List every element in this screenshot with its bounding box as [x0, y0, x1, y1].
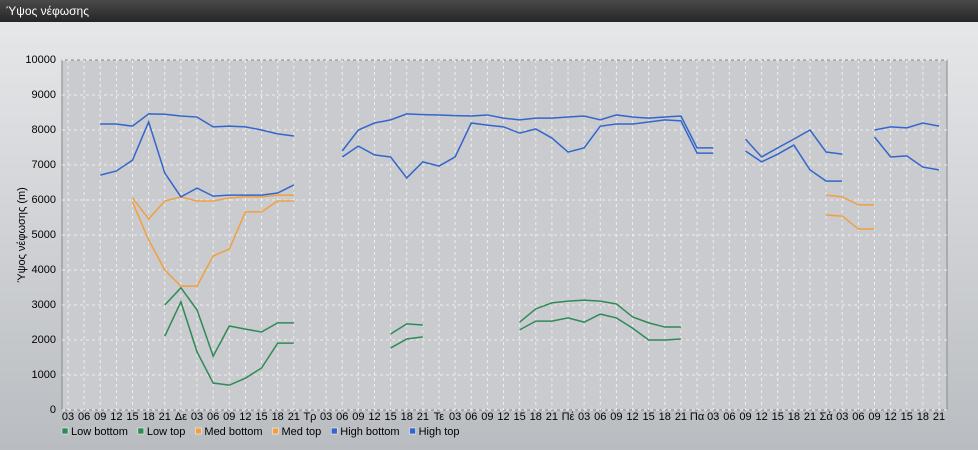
legend-label: Low top: [147, 426, 186, 438]
x-tick-label: 18: [143, 411, 155, 423]
y-tick-label: 7000: [32, 159, 56, 171]
x-tick-label: 12: [626, 411, 638, 423]
x-tick-label: Πέ: [562, 411, 575, 423]
legend-label: Med top: [282, 426, 322, 438]
x-tick-label: 09: [352, 411, 364, 423]
x-tick-label: 15: [643, 411, 655, 423]
y-tick-label: 0: [50, 404, 56, 416]
x-tick-label: 21: [546, 411, 558, 423]
x-tick-label: 18: [659, 411, 671, 423]
legend-label: Med bottom: [204, 426, 262, 438]
x-tick-label: 18: [401, 411, 413, 423]
x-tick-label: 12: [497, 411, 509, 423]
x-tick-label: 06: [723, 411, 735, 423]
x-tick-label: 06: [78, 411, 90, 423]
x-tick-label: 09: [481, 411, 493, 423]
legend-label: High top: [419, 426, 460, 438]
x-tick-label: 03: [191, 411, 203, 423]
x-tick-label: 15: [901, 411, 913, 423]
x-tick-label: 09: [868, 411, 880, 423]
series-line: [100, 113, 940, 158]
x-tick-label: 03: [62, 411, 74, 423]
x-tick-label: 12: [368, 411, 380, 423]
x-tick-label: 12: [110, 411, 122, 423]
x-tick-label: 03: [578, 411, 590, 423]
y-tick-label: 4000: [32, 264, 56, 276]
y-tick-label: 1000: [32, 369, 56, 381]
x-tick-label: Τε: [434, 411, 445, 423]
x-tick-label: 18: [917, 411, 929, 423]
legend-swatch: [61, 427, 69, 435]
y-tick-label: 3000: [32, 299, 56, 311]
x-tick-label: 06: [336, 411, 348, 423]
x-tick-label: 03: [836, 411, 848, 423]
y-tick-label: 8000: [32, 124, 56, 136]
y-axis-title: Ύψος νέφωσης (m): [16, 187, 28, 283]
x-tick-label: 21: [417, 411, 429, 423]
x-tick-label: 03: [449, 411, 461, 423]
legend-swatch: [331, 427, 338, 435]
x-tick-label: 12: [239, 411, 251, 423]
x-tick-label: 09: [610, 411, 622, 423]
x-tick-label: 06: [594, 411, 606, 423]
y-tick-label: 6000: [32, 194, 56, 206]
x-tick-label: 15: [772, 411, 784, 423]
x-tick-label: 03: [320, 411, 332, 423]
legend-label: Low bottom: [71, 426, 128, 438]
x-tick-label: Πα: [690, 411, 705, 423]
x-tick-label: 21: [159, 411, 171, 423]
y-tick-label: 5000: [32, 229, 56, 241]
y-tick-label: 9000: [32, 89, 56, 101]
x-tick-label: 12: [755, 411, 767, 423]
widget-title: Ύψος νέφωσης: [0, 0, 978, 22]
series-line: [164, 299, 681, 386]
x-tick-label: 03: [707, 411, 719, 423]
legend-swatch: [409, 427, 416, 435]
legend-swatch: [137, 427, 145, 435]
x-tick-label: 09: [223, 411, 235, 423]
x-tick-label: 21: [933, 411, 945, 423]
series-line: [131, 200, 875, 287]
x-tick-label: 06: [207, 411, 219, 423]
y-tick-label: 10000: [25, 54, 56, 66]
x-tick-label: Δε: [175, 411, 187, 423]
x-tick-label: 21: [675, 411, 687, 423]
chart: Ύψος νέφωσης (m) 0 1000 2000 3000 4000 5000 60…: [16, 54, 948, 438]
x-tick-label: 09: [739, 411, 751, 423]
x-tick-label: 12: [885, 411, 897, 423]
y-tick-label: 2000: [32, 334, 56, 346]
x-tick-label: 09: [94, 411, 106, 423]
x-tick-label: 21: [288, 411, 300, 423]
x-tick-label: 15: [126, 411, 138, 423]
x-tick-label: 15: [514, 411, 526, 423]
x-tick-label: 18: [272, 411, 284, 423]
x-tick-label: 06: [465, 411, 477, 423]
x-tick-label: 06: [852, 411, 864, 423]
legend-label: High bottom: [340, 426, 399, 438]
legend-swatch: [272, 427, 279, 435]
x-tick-label: 15: [384, 411, 396, 423]
x-tick-label: 21: [804, 411, 816, 423]
x-tick-label: 18: [788, 411, 800, 423]
x-tick-label: 18: [530, 411, 542, 423]
x-tick-label: 15: [255, 411, 267, 423]
x-tick-label: Σά: [820, 411, 834, 423]
series-line: [131, 194, 875, 221]
series-line: [164, 286, 681, 358]
x-tick-label: Τρ: [303, 411, 316, 423]
legend-swatch: [195, 427, 202, 435]
series-line: [100, 119, 940, 198]
